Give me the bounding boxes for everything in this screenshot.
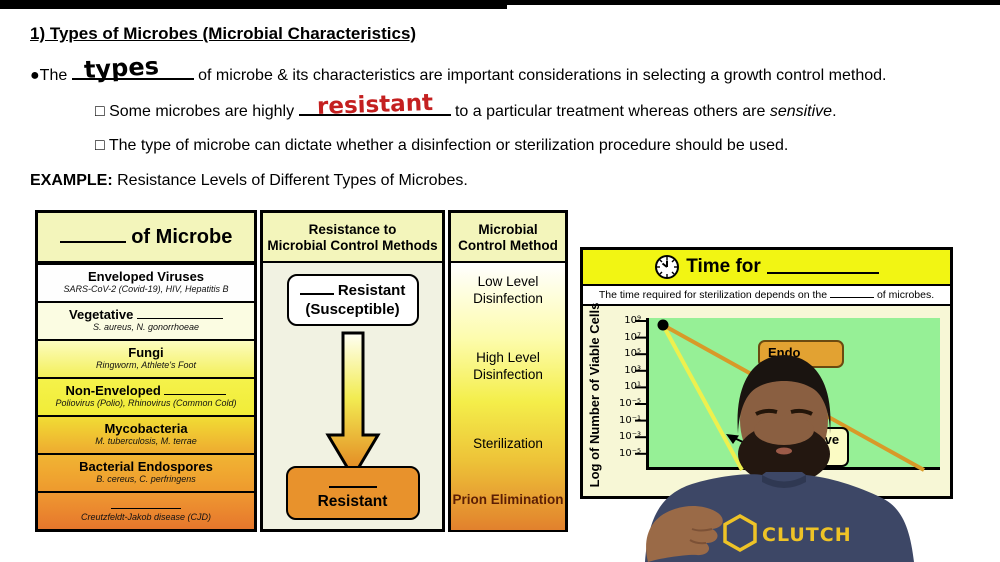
method-sterilization: Sterilization [473, 436, 543, 451]
sub1-italic: sensitive [769, 103, 833, 120]
method-high-level: High Level Disinfection [473, 350, 543, 382]
blank-resistant: resistant [298, 90, 451, 120]
row-title: Non-Enveloped [38, 379, 254, 398]
y-tick: 10⁹ [624, 315, 641, 326]
y-tick: 10⁻³ [618, 431, 641, 442]
table-row: Creutzfeldt-Jakob disease (CJD) [38, 491, 254, 529]
row-examples: SARS-CoV-2 (Covid-19), HIV, Hepatitis B [63, 284, 229, 294]
row-title [38, 493, 254, 512]
y-tick: 10⁻⁵ [618, 398, 641, 409]
most-resistant-box: Resistant [285, 466, 420, 520]
blank-types: types [71, 52, 194, 84]
method-low-level: Low Level Disinfection [473, 274, 543, 306]
resistance-header: Resistance to Microbial Control Methods [263, 213, 442, 263]
table-row: Fungi Ringworm, Athlete's Foot [38, 339, 254, 377]
subtitle-blank [830, 288, 875, 298]
row-examples: Poliovirus (Polio), Rhinovirus (Common C… [55, 398, 237, 408]
table-row: Enveloped Viruses SARS-CoV-2 (Covid-19),… [38, 263, 254, 301]
title-blank [766, 260, 879, 274]
row-title: Vegetative [38, 303, 254, 322]
sub1-end: . [832, 103, 837, 120]
top-black-bar-thin [507, 0, 1000, 5]
box-blank [299, 284, 334, 295]
presenter-figure: CLUTCH [645, 355, 914, 562]
example-label: EXAMPLE: [30, 172, 113, 189]
table-row: Bacterial Endospores B. cereus, C. perfr… [38, 453, 254, 491]
presenter-hand [646, 506, 723, 562]
time-panel-title: Time for [686, 256, 761, 277]
y-tick: 10⁵ [624, 348, 641, 359]
y-tick: 10³ [624, 365, 641, 376]
method-prion: Prion Elimination [452, 492, 564, 507]
row-blank [136, 308, 223, 319]
shirt-logo-text: CLUTCH [762, 524, 852, 546]
y-tick: 10⁷ [624, 332, 641, 343]
row-examples: Creutzfeldt-Jakob disease (CJD) [80, 512, 212, 522]
handwritten-resistant: resistant [316, 89, 434, 121]
microbe-type-table: of Microbe Enveloped Viruses SARS-CoV-2 … [35, 210, 257, 532]
control-method-column: Microbial Control Method Low Level Disin… [448, 210, 568, 532]
bullet-types: ●The types of microbe & its characterist… [30, 52, 887, 85]
page-title: 1) Types of Microbes (Microbial Characte… [30, 24, 417, 43]
shirt-collar [762, 475, 806, 488]
row-title: Mycobacteria [104, 421, 188, 436]
sub1-pre: □ Some microbes are highly [95, 103, 295, 120]
box-blank [328, 477, 377, 488]
row-title: Fungi [128, 345, 164, 360]
table-row: Non-Enveloped Poliovirus (Polio), Rhinov… [38, 377, 254, 415]
example-text: Resistance Levels of Different Types of … [117, 172, 468, 189]
clock-icon [655, 255, 680, 279]
header-suffix: of Microbe [131, 226, 233, 248]
sub-bullet-dictate: □ The type of microbe can dictate whethe… [95, 137, 789, 154]
row-examples: S. aureus, N. gonorrhoeae [92, 322, 200, 332]
control-header: Microbial Control Method [451, 213, 565, 263]
table-row: Vegetative S. aureus, N. gonorrhoeae [38, 301, 254, 339]
row-examples: Ringworm, Athlete's Foot [96, 360, 196, 370]
resistance-gradient-arrow [324, 331, 381, 480]
top-black-bar [0, 0, 507, 9]
microbe-table-header: of Microbe [38, 213, 254, 263]
row-blank [111, 497, 181, 509]
y-tick: 10⁻⁵ [618, 448, 641, 459]
time-panel-header: Time for [583, 250, 950, 286]
bullet-pre: ●The [30, 67, 68, 84]
bullet-post: of microbe & its characteristics are imp… [198, 67, 887, 84]
y-tick: 10¹ [624, 381, 641, 392]
row-examples: B. cereus, C. perfringens [96, 474, 196, 484]
time-panel-subtitle: The time required for sterilization depe… [583, 286, 950, 306]
sub-bullet-resistant: □ Some microbes are highly resistant to … [95, 90, 837, 121]
row-title: Bacterial Endospores [79, 459, 213, 474]
row-title: Enveloped Viruses [87, 269, 205, 284]
row-examples: M. tuberculosis, M. terrae [95, 436, 197, 446]
example-line: EXAMPLE: Resistance Levels of Different … [30, 172, 468, 190]
handwritten-types: types [83, 52, 160, 84]
row-blank [164, 384, 227, 395]
presenter-mouth [776, 447, 792, 455]
y-tick: 10⁻¹ [618, 415, 641, 426]
sub1-mid: to a particular treatment whereas others… [454, 103, 766, 120]
header-blank [59, 225, 126, 243]
hexagon-logo-icon [723, 513, 757, 553]
least-resistant-box: Resistant (Susceptible) [286, 274, 419, 326]
control-gradient-body: Low Level Disinfection High Level Disinf… [451, 263, 565, 530]
table-row: Mycobacteria M. tuberculosis, M. terrae [38, 415, 254, 453]
resistance-column: Resistance to Microbial Control Methods … [260, 210, 445, 532]
